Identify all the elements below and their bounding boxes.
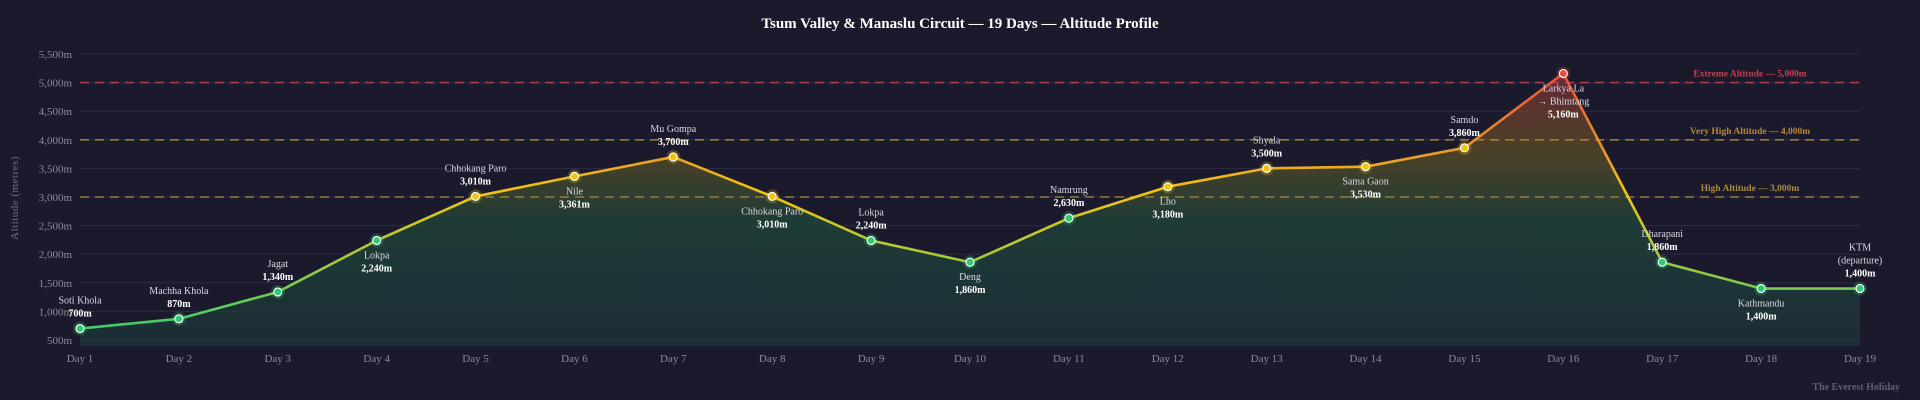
y-tick-label: 5,000m	[39, 78, 73, 90]
point-value: 3,361m	[559, 199, 591, 210]
point-value: 3,010m	[460, 176, 492, 187]
y-tick-label: 2,000m	[39, 249, 73, 261]
point-value: 1,400m	[1845, 269, 1877, 280]
data-point	[1163, 182, 1173, 192]
y-tick-label: 3,500m	[39, 163, 73, 175]
reference-line-label: High Altitude — 3,000m	[1701, 184, 1800, 194]
x-tick-label: Day 18	[1745, 353, 1778, 365]
point-name: Lokpa	[858, 207, 884, 218]
x-tick-label: Day 1	[67, 353, 94, 365]
x-tick-label: Day 6	[561, 353, 588, 365]
point-name: Namrung	[1050, 185, 1088, 196]
point-name: Chhokang Paro	[741, 206, 803, 217]
point-value: 700m	[68, 309, 92, 320]
point-name: Larkya La	[1543, 83, 1585, 94]
data-point	[866, 235, 876, 246]
point-name: Jagat	[268, 259, 289, 270]
reference-line-label: Very High Altitude — 4,000m	[1690, 127, 1810, 137]
x-tick-label: Day 12	[1152, 353, 1184, 365]
data-point	[1360, 162, 1371, 172]
data-point	[1558, 68, 1568, 79]
point-value: 2,240m	[361, 263, 393, 274]
point-value: 2,630m	[1053, 198, 1085, 209]
y-tick-label: 1,500m	[39, 278, 73, 290]
point-name: Samdo	[1451, 115, 1479, 126]
y-tick-label: 1,000m	[39, 306, 73, 318]
point-name: → Bhimtang	[1537, 96, 1589, 107]
x-tick-label: Day 9	[858, 353, 885, 365]
y-tick-label: 500m	[47, 335, 73, 347]
x-tick-label: Day 4	[363, 353, 390, 365]
point-name: (departure)	[1838, 256, 1882, 267]
point-value: 870m	[167, 299, 191, 310]
point-name: Lokpa	[364, 250, 390, 261]
x-tick-label: Day 14	[1350, 353, 1383, 365]
reference-line-label: Extreme Altitude — 5,000m	[1693, 70, 1806, 80]
point-name: KTM	[1849, 243, 1871, 254]
x-tick-label: Day 17	[1646, 353, 1679, 365]
data-point	[75, 323, 85, 334]
data-point	[1657, 257, 1667, 267]
point-value: 3,860m	[1449, 128, 1481, 139]
altitude-area	[80, 73, 1860, 346]
x-tick-label: Day 19	[1844, 353, 1877, 365]
x-tick-label: Day 2	[166, 353, 193, 365]
data-point	[965, 257, 975, 267]
chart-title: Tsum Valley & Manaslu Circuit — 19 Days …	[761, 16, 1159, 32]
point-name: Deng	[959, 272, 981, 283]
point-value: 1,860m	[1647, 242, 1679, 253]
point-name: Kathmandu	[1738, 299, 1785, 310]
data-point	[273, 287, 283, 297]
point-value: 3,500m	[1251, 148, 1283, 159]
data-point	[569, 171, 580, 181]
y-tick-label: 2,500m	[39, 221, 73, 233]
x-tick-label: Day 13	[1251, 353, 1284, 365]
x-tick-label: Day 8	[759, 353, 786, 365]
data-point	[1262, 163, 1272, 173]
y-tick-label: 5,500m	[39, 49, 73, 61]
point-value: 3,700m	[658, 137, 690, 148]
data-point	[668, 152, 678, 162]
credit-text: The Everest Holiday	[1812, 382, 1900, 393]
point-name: Shyala	[1253, 135, 1281, 146]
data-point	[767, 191, 777, 202]
y-axis-label: Altitude (metres)	[9, 156, 21, 240]
point-value: 5,160m	[1548, 109, 1580, 120]
point-value: 3,010m	[757, 219, 789, 230]
point-value: 1,340m	[262, 272, 294, 283]
point-value: 3,530m	[1350, 190, 1382, 201]
point-name: Nile	[566, 186, 584, 197]
point-name: Machha Khola	[149, 286, 209, 297]
point-name: Soti Khola	[58, 296, 102, 307]
x-tick-label: Day 10	[954, 353, 987, 365]
data-point	[470, 191, 481, 202]
point-name: Chhokang Paro	[445, 163, 507, 174]
x-tick-label: Day 11	[1053, 353, 1085, 365]
data-point	[372, 235, 382, 246]
x-tick-label: Day 3	[264, 353, 291, 365]
data-point	[1855, 283, 1865, 294]
point-name: Dharapani	[1641, 229, 1683, 240]
y-tick-label: 4,000m	[39, 135, 73, 147]
data-point	[174, 314, 184, 324]
x-tick-label: Day 7	[660, 353, 687, 365]
data-point	[1064, 213, 1074, 223]
x-tick-label: Day 15	[1448, 353, 1481, 365]
point-name: Sama Gaon	[1342, 177, 1388, 188]
point-value: 2,240m	[856, 220, 888, 231]
y-tick-label: 4,500m	[39, 106, 73, 118]
x-tick-label: Day 5	[462, 353, 489, 365]
data-point	[1756, 283, 1766, 294]
point-name: Lho	[1160, 197, 1176, 208]
point-value: 1,400m	[1746, 312, 1778, 323]
point-value: 1,860m	[955, 285, 987, 296]
x-tick-label: Day 16	[1547, 353, 1580, 365]
y-tick-label: 3,000m	[39, 192, 73, 204]
point-name: Mu Gompa	[650, 124, 696, 135]
data-point	[1459, 143, 1470, 153]
point-value: 3,180m	[1152, 210, 1184, 221]
